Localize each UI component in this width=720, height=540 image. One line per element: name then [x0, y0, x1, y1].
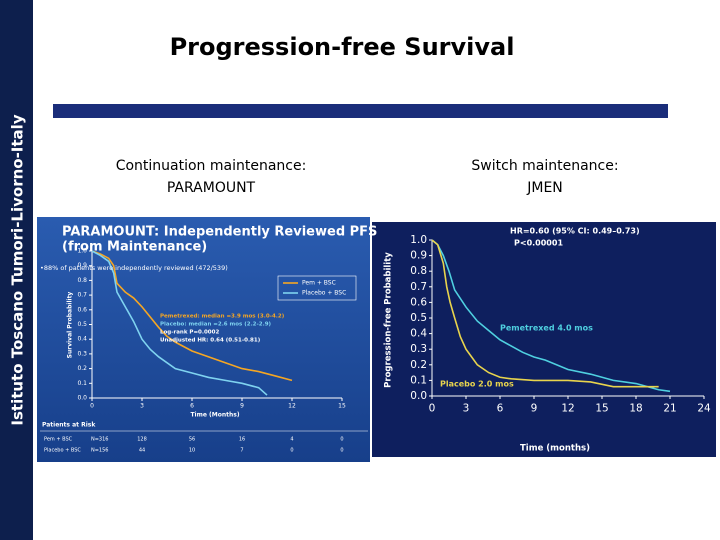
annotation: Log-rank P=0.0002 [160, 330, 219, 336]
risk-row-n: N=316 [91, 437, 108, 443]
caption: Continuation maintenance: [116, 158, 307, 174]
y-tick-label: 1.0 [410, 234, 427, 246]
caption: PARAMOUNT [167, 180, 256, 196]
risk-count: 0 [340, 448, 343, 454]
risk-count: 10 [189, 448, 195, 454]
annotation: Pemetrexed: median =3.9 mos (3.0-4.2) [160, 314, 285, 320]
x-tick-label: 21 [663, 403, 676, 415]
y-tick-label: 0.9 [410, 250, 427, 262]
y-tick-label: 1.0 [77, 248, 87, 255]
x-tick-label: 6 [497, 403, 504, 415]
chart-title: (from Maintenance) [62, 240, 207, 255]
x-tick-label: 24 [697, 403, 711, 415]
annotation: Unadjusted HR: 0.64 (0.51-0.81) [160, 338, 261, 344]
y-tick-label: 0.3 [77, 350, 87, 357]
annotation: P<0.00001 [514, 239, 563, 248]
survival-curve [91, 250, 293, 382]
risk-count: 0 [290, 448, 293, 454]
sidebar-text: Istituto Toscano Tumori-Livorno-Italy [9, 114, 27, 425]
risk-count: 128 [137, 437, 147, 443]
risk-count: 44 [139, 448, 145, 454]
annotation: Placebo: median =2.6 mos (2.2-2.9) [160, 322, 272, 328]
y-tick-label: 0.1 [77, 380, 87, 387]
y-tick-label: 0.7 [77, 292, 87, 299]
y-tick-label: 0.2 [410, 359, 427, 371]
y-tick-label: 0.7 [410, 281, 427, 293]
x-tick-label: 6 [190, 403, 194, 410]
x-tick-label: 12 [288, 403, 296, 410]
x-axis-label: Time (Months) [190, 412, 239, 419]
y-tick-label: 0.0 [77, 395, 87, 402]
sidebar [0, 0, 33, 540]
risk-row-label: Placebo + BSC [44, 448, 81, 454]
survival-curve [431, 239, 659, 388]
y-tick-label: 0.8 [410, 265, 427, 277]
chart-background [372, 222, 716, 457]
y-tick-label: 0.5 [77, 321, 87, 328]
annotation: Pemetrexed 4.0 mos [500, 324, 593, 333]
y-tick-label: 0.0 [410, 390, 427, 402]
y-tick-label: 0.9 [77, 262, 87, 269]
x-tick-label: 3 [463, 403, 470, 415]
risk-row-n: N=156 [91, 448, 108, 454]
x-tick-label: 9 [531, 403, 538, 415]
risk-count: 56 [189, 437, 195, 443]
annotation: HR=0.60 (95% CI: 0.49–0.73) [510, 227, 640, 236]
risk-count: 0 [340, 437, 343, 443]
x-tick-label: 18 [629, 403, 642, 415]
risk-count: 7 [240, 448, 243, 454]
y-tick-label: 0.8 [77, 277, 87, 284]
y-tick-label: 0.3 [410, 343, 427, 355]
y-tick-label: 0.6 [77, 306, 87, 313]
y-axis-label: Progression-free Probability [384, 252, 394, 388]
y-axis-label: Survival Probability [67, 292, 74, 359]
y-tick-label: 0.5 [410, 312, 427, 324]
chart-subtitle: •88% of patients were independently revi… [40, 264, 228, 272]
x-tick-label: 15 [595, 403, 608, 415]
x-tick-label: 3 [140, 403, 144, 410]
caption: Switch maintenance: [471, 158, 618, 174]
risk-count: 4 [290, 437, 293, 443]
x-tick-label: 0 [90, 403, 94, 410]
x-axis-label: Time (months) [520, 444, 590, 454]
annotation: Placebo 2.0 mos [440, 380, 514, 389]
title-bar [53, 104, 668, 118]
y-tick-label: 0.1 [410, 374, 427, 386]
chart-title: PARAMOUNT: Independently Reviewed PFS [62, 225, 377, 240]
caption: JMEN [526, 180, 563, 196]
x-tick-label: 0 [429, 403, 436, 415]
risk-row-label: Pem + BSC [44, 437, 73, 443]
survival-curve [431, 239, 671, 393]
slide-title: Progression-free Survival [170, 33, 515, 61]
risk-table-title: Patients at Risk [42, 422, 96, 429]
x-tick-label: 15 [338, 403, 346, 410]
x-tick-label: 12 [561, 403, 574, 415]
legend-label: Placebo + BSC [302, 290, 346, 297]
legend-box [277, 275, 357, 301]
y-tick-label: 0.4 [77, 336, 87, 343]
y-tick-label: 0.6 [410, 296, 427, 308]
x-tick-label: 9 [240, 403, 244, 410]
survival-curve [91, 250, 268, 396]
y-tick-label: 0.2 [77, 365, 87, 372]
y-tick-label: 0.4 [410, 328, 427, 340]
risk-count: 16 [239, 437, 245, 443]
legend-label: Pem + BSC [302, 280, 336, 287]
